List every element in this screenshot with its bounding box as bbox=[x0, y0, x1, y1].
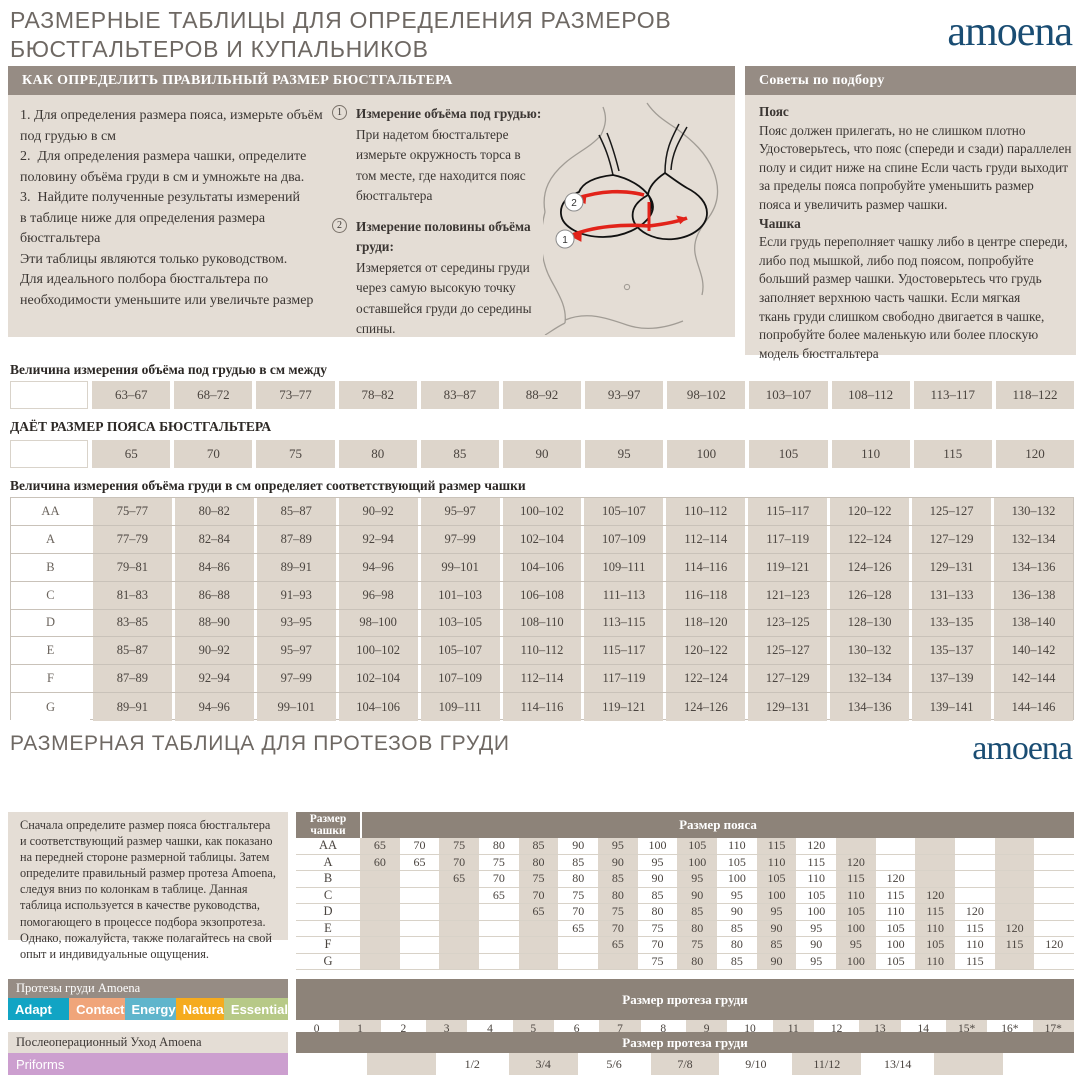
svg-text:1: 1 bbox=[562, 235, 568, 246]
svg-text:2: 2 bbox=[571, 198, 577, 209]
